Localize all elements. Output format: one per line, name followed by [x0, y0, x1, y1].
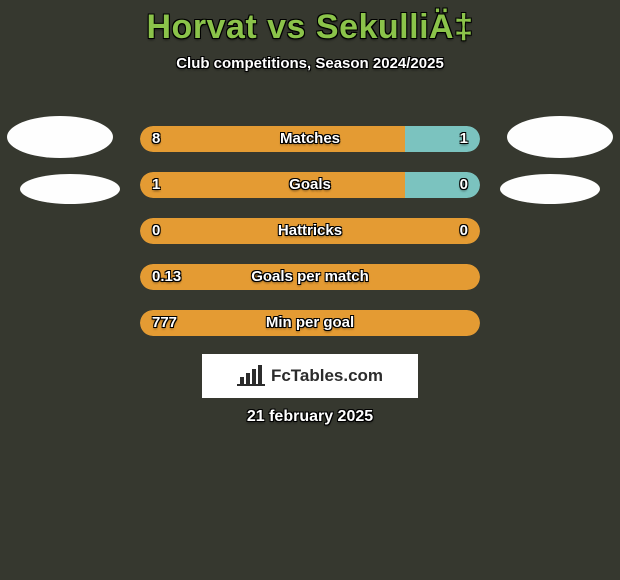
stat-row: Hattricks0 0 — [140, 218, 480, 244]
stat-value-right: 1 — [448, 126, 480, 152]
stat-row: Matches8 1 — [140, 126, 480, 152]
player-right-avatar — [507, 116, 613, 158]
stat-row: Min per goal777 — [140, 310, 480, 336]
stat-label: Goals — [140, 172, 480, 198]
stat-rows: Matches81Goals10Hattricks00Goals per mat… — [140, 126, 480, 356]
stat-label: Matches — [140, 126, 480, 152]
brand-badge: FcTables.com — [202, 354, 418, 398]
card-subtitle: Club competitions, Season 2024/2025 — [0, 55, 620, 72]
stat-value-right: 0 — [448, 218, 480, 244]
stat-value-left: 0.13 — [140, 264, 193, 290]
team-left-avatar — [20, 174, 120, 204]
stat-value-right: 0 — [448, 172, 480, 198]
stat-row: Goals1 0 — [140, 172, 480, 198]
stat-value-left: 1 — [140, 172, 172, 198]
stat-label: Hattricks — [140, 218, 480, 244]
card-date: 21 february 2025 — [0, 408, 620, 426]
stats-card: Horvat vs SekulliÄ‡ Club competitions, S… — [0, 0, 620, 580]
brand-text: FcTables.com — [271, 366, 383, 386]
stat-value-left: 8 — [140, 126, 172, 152]
stat-label: Min per goal — [140, 310, 480, 336]
stat-row: Goals per match0.13 — [140, 264, 480, 290]
card-title: Horvat vs SekulliÄ‡ — [0, 0, 620, 47]
team-right-avatar — [500, 174, 600, 204]
stat-value-left: 0 — [140, 218, 172, 244]
player-left-avatar — [7, 116, 113, 158]
stat-value-left: 777 — [140, 310, 189, 336]
bar-chart-icon — [237, 365, 265, 387]
